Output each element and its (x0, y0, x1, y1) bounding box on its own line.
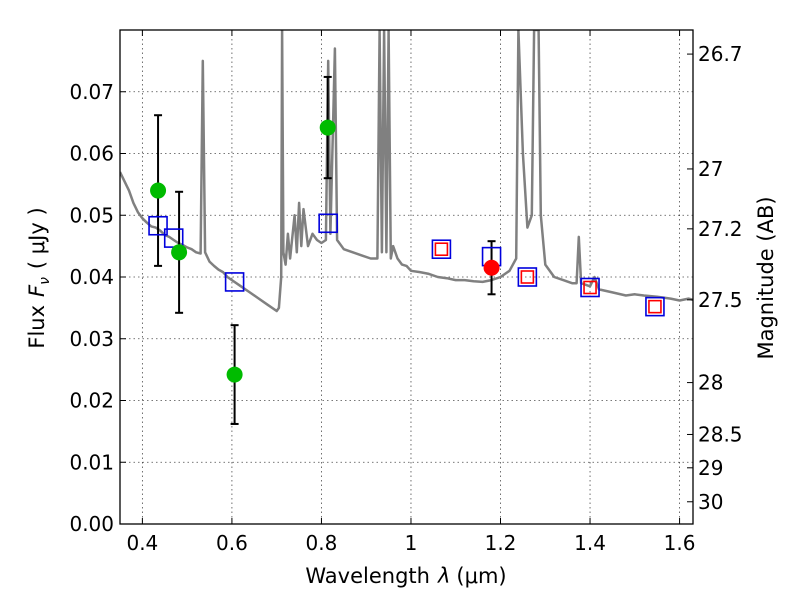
data-layer (120, 30, 693, 425)
y-tick-label: 0.00 (69, 512, 114, 536)
data-point (483, 259, 500, 276)
x-tick-label: 1.6 (664, 531, 696, 555)
y2-tick-label: 27.2 (698, 217, 743, 241)
model-square (517, 267, 538, 287)
y-axis-label: FluxFν( μJy ) (25, 207, 53, 348)
model-square (648, 299, 662, 314)
y2-tick-label: 29 (698, 456, 723, 480)
y-tick-label: 0.04 (69, 265, 114, 289)
y2-tick-label: 30 (698, 490, 723, 514)
model-square (580, 277, 600, 298)
spectrum-line (120, 30, 693, 313)
data-point (171, 244, 188, 261)
grid-layer (120, 30, 693, 525)
x-tick-label: 1 (405, 531, 418, 555)
y2-tick-label: 28 (698, 371, 723, 395)
y2-tick-label: 28.5 (698, 422, 743, 446)
model-square (431, 239, 452, 260)
model-square (645, 296, 665, 317)
data-point (226, 366, 243, 383)
tick-layer: 0.4 0.6 0.8 1 1.2 1.4 1.6 0.00 0.01 0.02 0.03 0.04 0… (69, 30, 743, 555)
y-tick-label: 0.05 (69, 203, 114, 227)
data-point (319, 119, 336, 136)
model-square (583, 280, 597, 295)
model-square (318, 213, 338, 234)
model-square (520, 270, 535, 284)
x-axis-label: Wavelength λ (μm) (305, 564, 506, 588)
x-tick-label: 1.4 (574, 531, 606, 555)
x-tick-label: 0.4 (126, 531, 158, 555)
y-tick-label: 0.03 (69, 327, 114, 351)
model-square (224, 272, 245, 292)
model-square (434, 242, 449, 257)
data-point (150, 182, 167, 199)
x-tick-label: 0.8 (306, 531, 338, 555)
y-tick-label: 0.01 (69, 450, 114, 474)
x-tick-label: 1.2 (485, 531, 517, 555)
y2-axis-label: Magnitude (AB) (754, 196, 778, 359)
y-tick-label: 0.07 (69, 80, 114, 104)
model-square (148, 215, 168, 236)
y-tick-label: 0.06 (69, 142, 114, 166)
y2-tick-label: 27.5 (698, 288, 743, 312)
y-tick-label: 0.02 (69, 389, 114, 413)
x-tick-label: 0.6 (216, 531, 248, 555)
y2-tick-label: 26.7 (698, 42, 743, 66)
y2-tick-label: 27 (698, 157, 723, 181)
